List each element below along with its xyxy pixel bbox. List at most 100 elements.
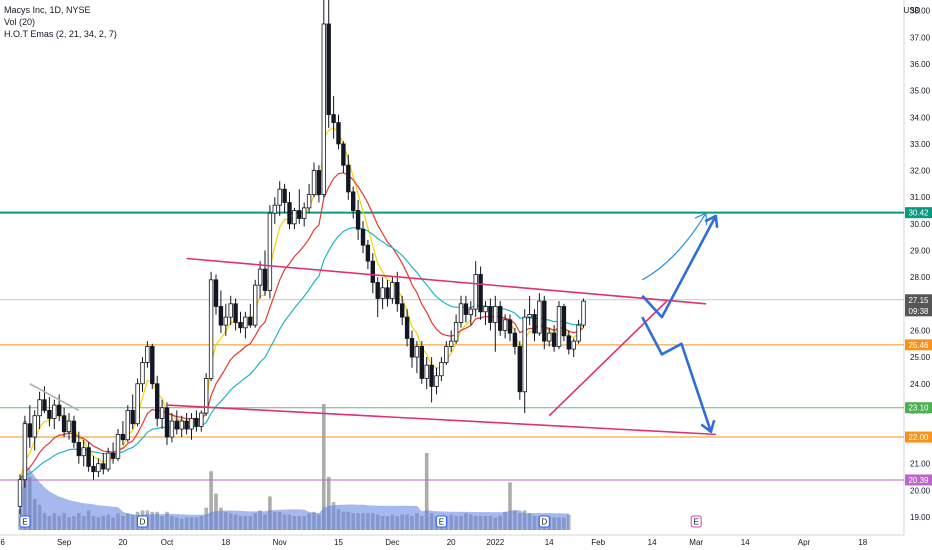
scenario-arrow[interactable] <box>642 212 707 281</box>
candle-body <box>120 433 126 441</box>
event-marker-label: D <box>541 518 547 527</box>
candle-body <box>448 340 454 347</box>
candle-body <box>561 306 567 337</box>
candle-body <box>262 268 268 291</box>
scenario-arrow[interactable] <box>641 316 713 433</box>
candle-body <box>350 191 356 211</box>
scenario-arrow-head <box>704 214 719 228</box>
candle-body <box>576 324 581 342</box>
time-tick-label: 15 <box>334 538 343 547</box>
trendline[interactable] <box>548 300 668 417</box>
candle-body <box>556 306 562 347</box>
candle-body <box>71 420 77 443</box>
candle-body <box>169 420 175 438</box>
candle-body <box>243 316 248 329</box>
candle-body <box>316 170 322 195</box>
price-badge <box>905 431 932 443</box>
candle-body <box>326 23 331 115</box>
candle-body <box>140 362 145 385</box>
price-tick-label: 34.00 <box>910 113 931 122</box>
candle-body <box>463 303 469 315</box>
time-tick-label: 14 <box>648 538 657 547</box>
trendline[interactable] <box>186 257 707 305</box>
candle-body <box>517 346 522 393</box>
candle-body <box>32 415 37 438</box>
candle-body <box>537 300 542 334</box>
candle-body <box>150 346 155 385</box>
candle-body <box>370 260 375 283</box>
time-tick-label: Mar <box>689 538 703 547</box>
candle-body <box>292 210 297 225</box>
candle-body <box>91 465 96 473</box>
price-tick-label: 24.00 <box>910 380 931 389</box>
price-badge-value: 30.42 <box>908 209 929 218</box>
candle-body <box>52 404 57 419</box>
price-tick-label: 36.00 <box>910 60 931 69</box>
candle-body <box>488 306 493 323</box>
candle-body <box>502 319 508 331</box>
price-tick-label: 32.00 <box>910 167 931 176</box>
trendline[interactable] <box>166 404 716 436</box>
candle-body <box>272 204 277 214</box>
event-marker-label: E <box>694 518 699 527</box>
event-marker[interactable] <box>19 515 31 528</box>
time-tick-label: 18 <box>858 538 867 547</box>
candle-body <box>424 364 429 379</box>
volume-bar <box>322 404 326 530</box>
candle-body <box>527 314 532 318</box>
time-tick-label: 16 <box>0 538 5 547</box>
time-tick-label: 20 <box>447 538 456 547</box>
event-marker[interactable] <box>538 515 550 528</box>
price-tick-label: 30.00 <box>910 220 931 229</box>
candle-body <box>76 441 81 457</box>
trendline[interactable] <box>29 383 80 412</box>
candle-body <box>22 423 28 481</box>
event-marker[interactable] <box>435 515 447 528</box>
price-tick-label: 28.00 <box>910 273 931 282</box>
candle-body <box>566 335 571 350</box>
volume-bar <box>508 482 512 530</box>
candle-body <box>248 316 253 326</box>
price-badge-value: 20.39 <box>908 476 929 485</box>
candle-body <box>409 338 415 358</box>
candle-body <box>399 303 405 318</box>
candle-body <box>355 210 361 230</box>
candle-body <box>542 300 547 342</box>
candle-body <box>311 170 317 195</box>
candle-body <box>532 314 537 334</box>
candle-body <box>458 303 464 323</box>
price-tick-label: 21.00 <box>910 460 931 469</box>
candle-body <box>507 319 513 334</box>
price-badge-value: 25.46 <box>908 341 929 350</box>
time-tick-label: 2022 <box>486 538 504 547</box>
candle-body <box>551 332 557 347</box>
candle-body <box>194 417 199 427</box>
candle-body <box>179 420 184 430</box>
candle-body <box>287 202 292 225</box>
time-tick-label: 14 <box>741 538 750 547</box>
event-marker-label: D <box>140 518 146 527</box>
candle-body <box>321 23 326 195</box>
time-tick-label: 20 <box>118 538 127 547</box>
candle-body <box>571 340 576 350</box>
candle-body <box>512 332 518 347</box>
candle-body <box>228 303 233 318</box>
volume-bar <box>209 471 213 530</box>
time-tick-label: 18 <box>221 538 230 547</box>
price-badge-value: 22.00 <box>908 433 929 442</box>
candle-body <box>223 316 228 326</box>
candle-body <box>115 433 121 459</box>
event-marker[interactable] <box>690 515 702 528</box>
candle-body <box>61 415 67 433</box>
candle-body <box>135 383 140 425</box>
event-marker[interactable] <box>137 515 148 528</box>
time-tick-label: Sep <box>57 538 72 547</box>
scenario-arrow[interactable] <box>641 215 717 319</box>
candle-body <box>27 423 32 438</box>
candle-body <box>341 143 346 166</box>
time-tick-label: Oct <box>161 538 174 547</box>
time-tick-label: Nov <box>273 538 287 547</box>
candle-body <box>203 378 209 414</box>
candle-body <box>581 300 586 326</box>
